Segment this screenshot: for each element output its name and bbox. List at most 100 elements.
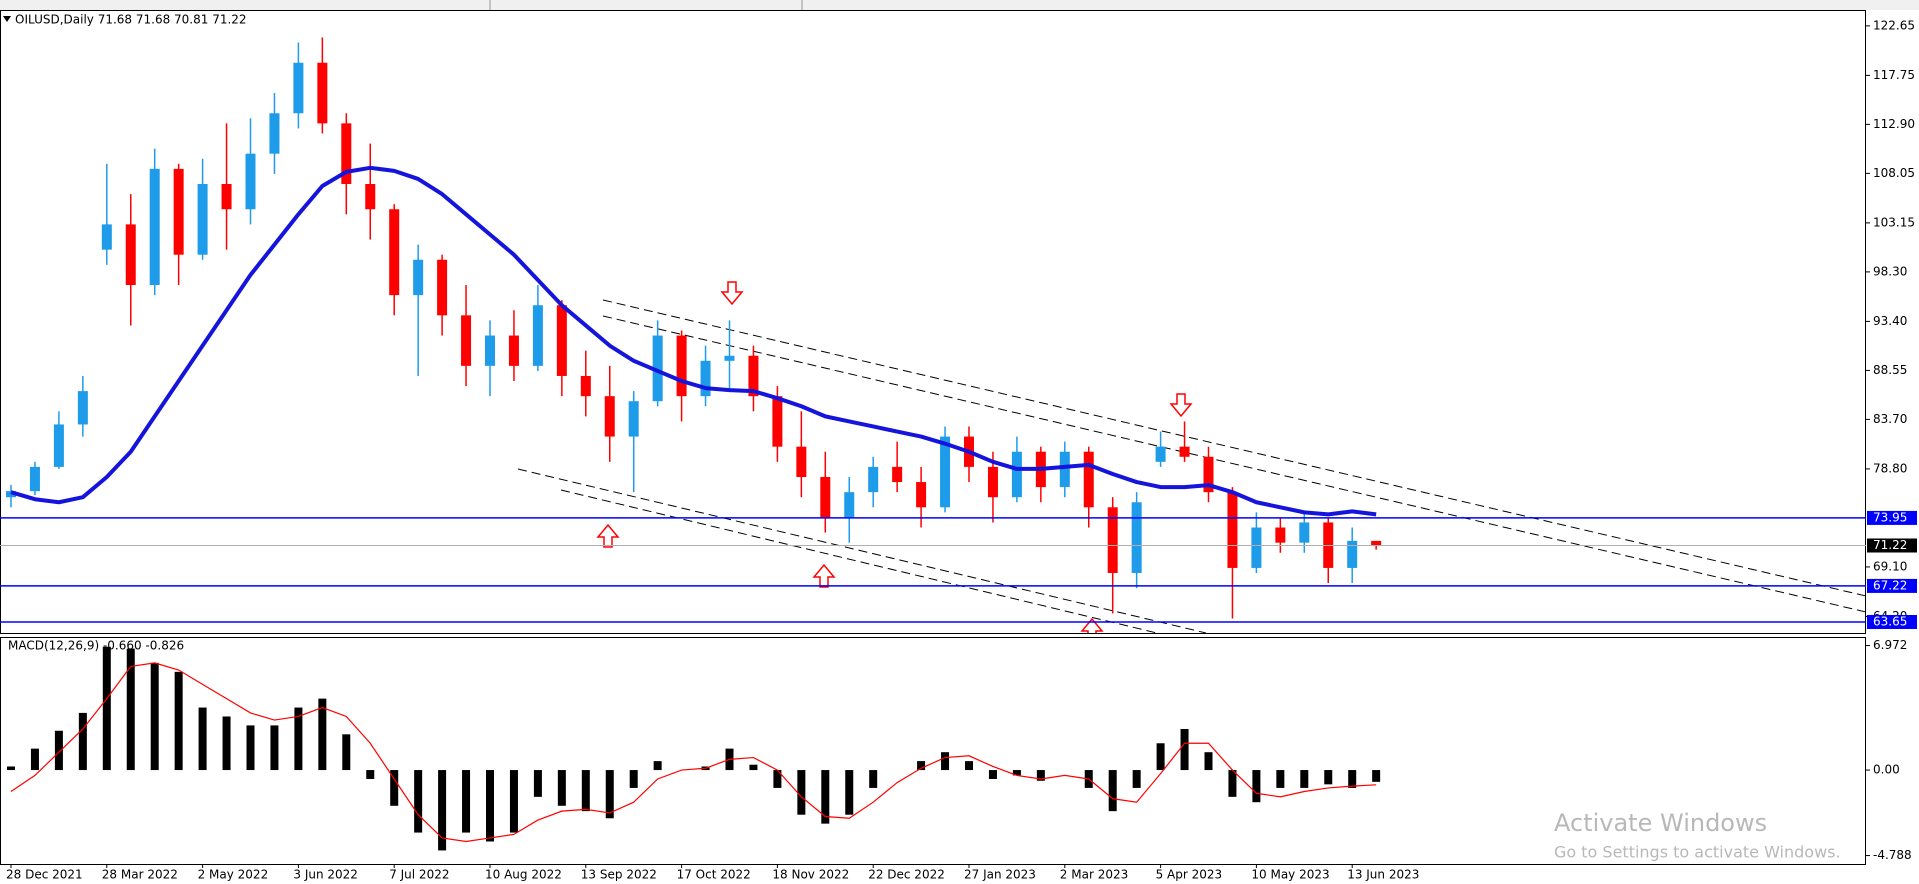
macd-bar [629, 770, 638, 788]
trend-line [517, 468, 1207, 633]
candle-body [389, 209, 400, 296]
y-tick-label: 112.90 [1873, 117, 1915, 131]
level-label: 73.95 [1873, 510, 1907, 524]
macd-bar [1132, 770, 1141, 788]
candle-body [556, 305, 567, 376]
candle-body [461, 315, 472, 366]
macd-bar [198, 707, 207, 771]
candle-body [53, 424, 64, 467]
trend-line [602, 299, 1866, 597]
x-tick-label: 13 Sep 2022 [581, 868, 657, 882]
candle-body [700, 360, 711, 397]
candle-body [485, 335, 495, 366]
y-tick-label: 0.00 [1873, 763, 1900, 777]
candle-body [1083, 451, 1094, 508]
x-tick-label: 22 Dec 2022 [868, 868, 945, 882]
candle-body [987, 466, 998, 498]
level-label: 63.65 [1873, 614, 1907, 628]
candle-body [221, 183, 232, 210]
macd-signal [10, 662, 1377, 843]
macd-bar [270, 725, 279, 771]
macd-bar [988, 770, 997, 779]
candle-body [916, 482, 927, 508]
macd-bar [653, 761, 662, 771]
candle-body [365, 183, 376, 210]
candle-body [820, 476, 831, 518]
y-tick-label: 69.10 [1873, 559, 1907, 573]
macd-bar [557, 770, 566, 806]
macd-bar [1036, 770, 1045, 781]
candle-body [868, 466, 879, 493]
tab-strip [0, 0, 1919, 10]
candle-body [1227, 492, 1238, 568]
candle-body [1179, 446, 1190, 457]
y-tick-label: 6.972 [1873, 638, 1907, 652]
macd-bar [1372, 770, 1381, 782]
macd-bar [174, 671, 183, 771]
candle-body [532, 305, 543, 366]
trend-line [602, 315, 1866, 613]
macd-bar [150, 662, 159, 771]
candle-body [508, 335, 519, 366]
candle-body [1371, 540, 1382, 546]
macd-bar [1012, 770, 1021, 776]
candle-body [101, 224, 112, 250]
x-tick-label: 18 Nov 2022 [772, 868, 849, 882]
candle-body [892, 466, 903, 483]
candle-body [676, 335, 687, 397]
macd-bar [1348, 770, 1357, 788]
candle-body [293, 62, 304, 114]
down-arrow [1169, 393, 1193, 418]
macd-bar [438, 770, 447, 851]
macd-bar [366, 770, 375, 779]
macd-bar [509, 770, 518, 833]
up-arrow [812, 563, 836, 588]
trend-line [560, 489, 1158, 633]
candle-body [604, 396, 615, 437]
macd-bar [581, 770, 590, 812]
x-tick-label: 3 Jun 2022 [293, 868, 358, 882]
x-tick-label: 27 Jan 2023 [964, 868, 1036, 882]
y-tick-label: 117.75 [1873, 68, 1915, 82]
up-arrow [1080, 617, 1104, 633]
up-arrow [596, 523, 620, 548]
macd-bar [486, 770, 494, 842]
macd-bar [342, 734, 351, 771]
macd-bar [222, 716, 231, 771]
x-tick-label: 5 Apr 2023 [1156, 868, 1223, 882]
collapse-icon [3, 16, 11, 22]
candle-body [1347, 540, 1358, 568]
y-tick-label: 108.05 [1873, 166, 1915, 180]
y-tick-label: 98.30 [1873, 264, 1907, 278]
macd-bar [845, 770, 854, 815]
macd-bar [318, 698, 327, 771]
x-tick-label: 13 Jun 2023 [1347, 868, 1419, 882]
x-tick-label: 7 Jul 2022 [389, 868, 449, 882]
candle-body [1059, 451, 1070, 488]
candle-body [1299, 522, 1310, 543]
x-tick-label: 10 Aug 2022 [485, 868, 562, 882]
candle-body [748, 355, 759, 397]
candle-body [1251, 527, 1262, 568]
candle-body [628, 401, 639, 437]
candle-body [149, 168, 160, 286]
candle-body [245, 153, 256, 210]
macd-plot [7, 646, 1381, 851]
watermark-text: Go to Settings to activate Windows. [1554, 843, 1841, 862]
candle-body [724, 355, 735, 361]
last-price-box [1867, 538, 1917, 553]
candle-body [1275, 527, 1286, 543]
x-tick-label: 2 Mar 2023 [1060, 868, 1128, 882]
macd-bar [533, 770, 542, 797]
macd-bar [1276, 770, 1285, 788]
candle-body [173, 168, 184, 255]
candle-body [1131, 502, 1142, 573]
macd-bar [102, 646, 111, 771]
candle-body [796, 446, 807, 477]
macd-bar [965, 761, 973, 771]
candle-body [269, 113, 280, 154]
macd-bar [414, 770, 423, 833]
candle-body [580, 375, 591, 397]
